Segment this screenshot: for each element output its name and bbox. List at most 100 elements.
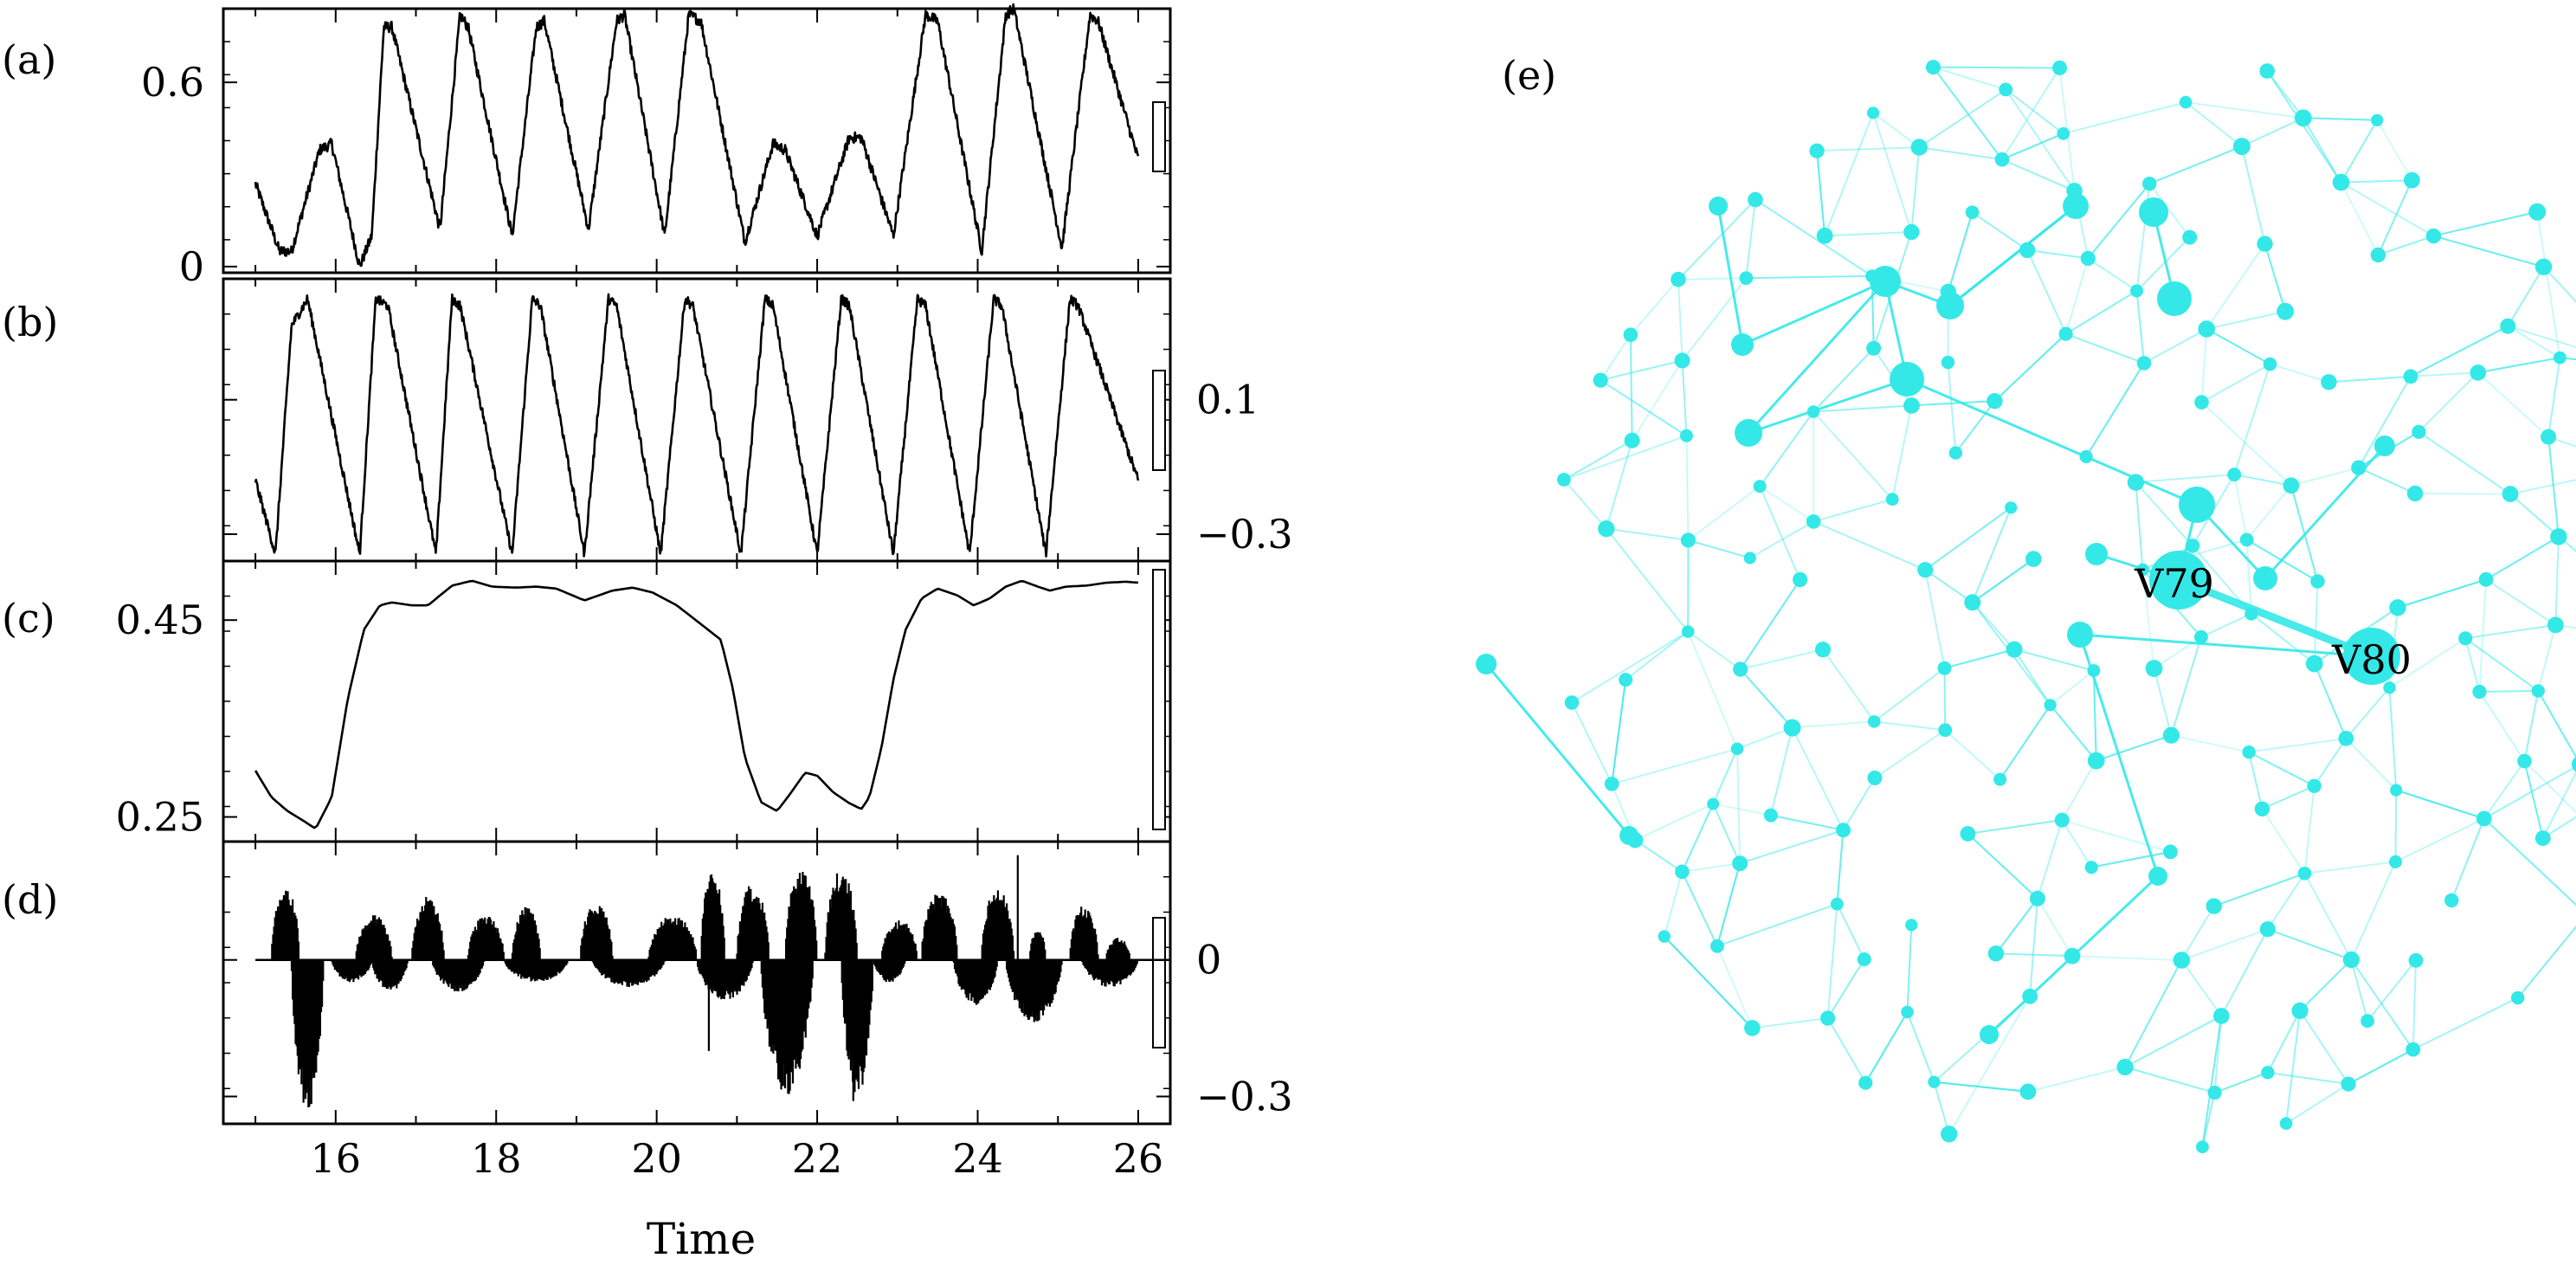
network-edge [2251, 613, 2315, 665]
network-node [1938, 723, 1953, 738]
network-node [1960, 826, 1976, 842]
x-axis: Time 16 18 20 22 24 26 [311, 1135, 1164, 1264]
network-edge [2347, 1048, 2414, 1085]
network-edge [2061, 819, 2171, 853]
network-edge [1736, 726, 1793, 750]
network-edge [1910, 147, 1921, 233]
y-tick-label-c: 0.25 [116, 794, 204, 841]
network-edge [1842, 777, 1876, 831]
network-node [1809, 143, 1825, 158]
network-edge [1682, 862, 1741, 873]
network-node [2029, 890, 2045, 906]
network-edge [2376, 119, 2413, 181]
network-edge [1944, 648, 2015, 669]
network-node [1987, 945, 2005, 962]
series-bars-d [271, 855, 1139, 1107]
network-edge [2509, 493, 2560, 538]
network-node [2207, 1085, 2222, 1100]
network-edge [1944, 648, 2015, 669]
network-node [1619, 673, 1633, 687]
network-edge [1563, 439, 1633, 481]
network-node [2279, 1117, 2293, 1130]
network-edge [1759, 486, 1801, 580]
network-edge [2418, 371, 2479, 433]
network-edge [2143, 328, 2207, 365]
network-node [2261, 1066, 2275, 1080]
network-edge [2477, 371, 2549, 438]
network-edge [1947, 211, 1974, 293]
x-tick-label: 18 [471, 1135, 522, 1182]
network-edge [2213, 872, 2305, 907]
network-hub-node [2067, 622, 2093, 648]
network-node [2196, 1140, 2209, 1154]
network-node [2130, 284, 2143, 298]
network-edge [2026, 248, 2089, 260]
network-edge [1919, 146, 2003, 161]
network-edge [2200, 328, 2208, 403]
network-edge [2266, 70, 2304, 119]
network-edge [2267, 1071, 2349, 1086]
network-edge [2170, 636, 2202, 736]
network-edge [1944, 648, 2015, 669]
network-edge [2233, 474, 2292, 487]
network-edge [2377, 179, 2413, 255]
network-edge [1678, 277, 1747, 281]
network-hub-node [2085, 543, 2108, 565]
network-edge [2367, 959, 2417, 1022]
network-edge [2483, 765, 2576, 820]
network-edge [1611, 679, 1627, 784]
network-edge [1600, 379, 1687, 437]
network-edge [1999, 704, 2051, 780]
network-edge [2547, 435, 2576, 448]
network-node [1866, 340, 1882, 356]
network-edge [2001, 67, 2061, 160]
network-edge [2267, 928, 2352, 961]
network-node [1910, 139, 1928, 156]
network-edge [2001, 132, 2064, 161]
network-hub-node [2374, 435, 2395, 456]
network-edge [2001, 132, 2064, 161]
network-node [1903, 223, 1920, 241]
network-edge [2483, 817, 2576, 906]
network-edge [2270, 363, 2329, 384]
network-hub-node [1735, 419, 1762, 447]
network-edge [1873, 667, 1946, 723]
network-edge [2200, 401, 2292, 487]
network-edge [2299, 1010, 2349, 1085]
network-edge [1755, 198, 1873, 277]
network-node [1564, 695, 1580, 710]
network-strong-edge [2177, 576, 2373, 661]
network-edge [2050, 669, 2095, 706]
network-edge [2171, 734, 2250, 753]
network-node [1885, 493, 1899, 506]
network-edge [2148, 145, 2243, 185]
network-edge [1740, 648, 1824, 670]
network-node [2198, 320, 2215, 338]
network-edge [2350, 959, 2369, 1022]
network-node [1858, 1075, 1873, 1090]
network-node [2307, 778, 2322, 793]
network-node [2242, 745, 2256, 759]
network-node [1743, 552, 1756, 565]
network-edge [1663, 935, 1754, 1029]
network-edge [1677, 279, 1684, 361]
network-edge [2065, 332, 2145, 365]
network-node [2185, 539, 2200, 553]
network-edge [1681, 277, 1748, 362]
network-edge [2537, 690, 2576, 759]
network-edge [2465, 623, 2556, 640]
y-tick-label-b: −0.3 [1196, 511, 1293, 558]
network-node [2478, 571, 2494, 587]
network-edge [2433, 210, 2538, 237]
network-edge [2214, 1071, 2269, 1094]
network-edge [1836, 903, 1865, 960]
network-edge [2395, 789, 2485, 820]
network-node [2206, 898, 2222, 914]
network-edge [1947, 362, 1957, 454]
network-node [2163, 844, 2178, 860]
x-tick-label: 22 [792, 1135, 843, 1182]
network-edge [1688, 539, 1750, 559]
network-edge [2542, 816, 2576, 839]
network-edge [1891, 405, 1913, 500]
network-edge [1911, 400, 1995, 407]
